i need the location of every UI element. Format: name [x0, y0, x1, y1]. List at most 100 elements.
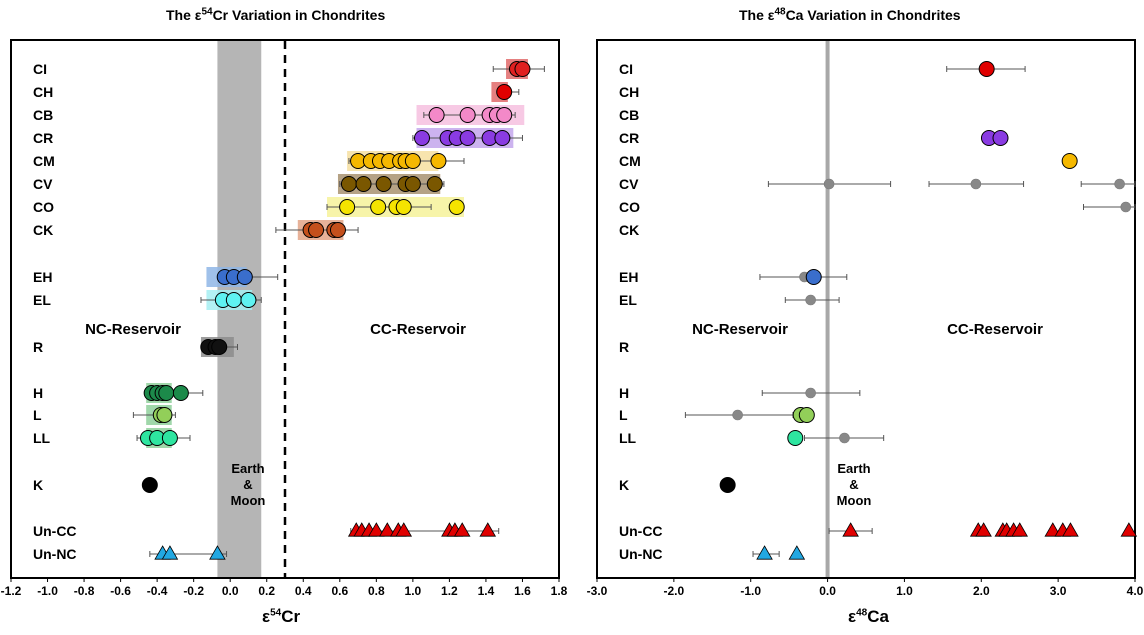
- right-x-axis-label: ε48Ca: [848, 607, 889, 626]
- left-row-label: EL: [33, 292, 51, 308]
- left-row-label: CB: [33, 107, 53, 123]
- left-data-point-circle: [355, 176, 372, 192]
- right-row-label: CI: [619, 61, 633, 77]
- left-data-point-circle: [308, 222, 325, 238]
- left-data-point-circle: [414, 130, 430, 146]
- left-x-tick-label: -1.0: [37, 584, 58, 598]
- left-row-label: CH: [33, 84, 53, 100]
- left-row-label: CI: [33, 61, 47, 77]
- left-data-point-circle: [404, 153, 421, 169]
- right-data-point-circle: [992, 130, 1009, 146]
- right-plot-frame: [596, 39, 1136, 579]
- left-data-point-triangle: [395, 522, 413, 537]
- left-data-point-circle: [496, 107, 513, 123]
- left-data-point-circle: [428, 107, 445, 123]
- left-x-tick-label: 1.0: [405, 584, 422, 598]
- right-x-tick-label: 0.0: [819, 584, 836, 598]
- right-data-point-dot: [1114, 178, 1125, 190]
- left-data-point-circle: [448, 199, 465, 215]
- right-x-tick-label: 3.0: [1050, 584, 1067, 598]
- right-data-point-triangle: [1044, 522, 1062, 537]
- right-data-point-circle: [798, 407, 815, 423]
- left-data-point-circle: [395, 199, 412, 215]
- left-x-tick-label: 1.6: [514, 584, 531, 598]
- left-data-point-circle: [514, 61, 531, 77]
- right-row-label: CR: [619, 130, 639, 146]
- right-data-point-triangle: [756, 545, 773, 560]
- left-row-label: Un-NC: [33, 546, 77, 562]
- right-data-point-circle: [805, 269, 822, 285]
- right-x-tick-label: -2.0: [664, 584, 685, 598]
- right-row-label: R: [619, 339, 629, 355]
- left-data-point-circle: [459, 130, 476, 146]
- left-data-point-circle: [430, 153, 447, 169]
- left-data-point-circle: [426, 176, 443, 192]
- left-row-label: H: [33, 385, 43, 401]
- right-row-label: EL: [619, 292, 637, 308]
- right-row-label: CO: [619, 199, 640, 215]
- left-row-label: Un-CC: [33, 523, 77, 539]
- left-row-label: CK: [33, 222, 53, 238]
- right-row-label: K: [619, 477, 629, 493]
- left-x-tick-label: 0.2: [258, 584, 275, 598]
- right-nc-reservoir-label: NC-Reservoir: [692, 321, 788, 338]
- right-earth-moon-label: &: [849, 477, 858, 492]
- right-row-label: LL: [619, 430, 637, 446]
- left-row-label: CV: [33, 176, 53, 192]
- left-row-label: K: [33, 477, 43, 493]
- left-x-tick-label: -0.4: [147, 584, 168, 598]
- left-x-tick-label: -0.6: [110, 584, 131, 598]
- left-x-tick-label: -0.8: [74, 584, 95, 598]
- left-row-label: R: [33, 339, 43, 355]
- left-x-tick-label: 1.2: [441, 584, 458, 598]
- right-row-label: CM: [619, 153, 641, 169]
- right-data-point-dot: [805, 294, 816, 306]
- right-data-point-circle: [978, 61, 995, 77]
- right-row-label: CV: [619, 176, 639, 192]
- left-data-point-circle: [370, 199, 387, 215]
- right-row-label: L: [619, 407, 628, 423]
- right-x-tick-label: -3.0: [587, 584, 608, 598]
- left-x-tick-label: -0.2: [183, 584, 204, 598]
- left-x-tick-label: 0.6: [331, 584, 348, 598]
- left-data-point-circle: [240, 292, 257, 308]
- left-row-label: LL: [33, 430, 51, 446]
- right-row-label: CK: [619, 222, 639, 238]
- right-data-point-triangle: [1011, 522, 1029, 537]
- right-data-point-dot: [970, 178, 982, 190]
- left-data-point-circle: [329, 222, 346, 238]
- left-data-point-triangle: [161, 545, 179, 560]
- right-row-label: Un-CC: [619, 523, 663, 539]
- left-x-tick-label: 0.0: [222, 584, 239, 598]
- left-data-point-triangle: [479, 522, 497, 537]
- left-row-label: EH: [33, 269, 52, 285]
- left-data-point-circle: [156, 407, 173, 423]
- right-cc-reservoir-label: CC-Reservoir: [947, 321, 1043, 338]
- left-data-point-circle: [236, 269, 253, 285]
- left-data-point-circle: [225, 292, 242, 308]
- right-chart-title: The ε48Ca Variation in Chondrites: [739, 6, 961, 23]
- right-data-point-circle: [1061, 153, 1078, 169]
- right-data-point-dot: [823, 178, 835, 190]
- left-row-label: CR: [33, 130, 53, 146]
- right-row-label: H: [619, 385, 629, 401]
- left-data-point-circle: [161, 430, 178, 446]
- left-data-point-circle: [375, 176, 392, 192]
- right-data-point-circle: [719, 477, 736, 493]
- right-earth-moon-label: Earth: [837, 461, 870, 476]
- left-data-point-triangle: [453, 522, 471, 537]
- right-data-point-triangle: [1120, 522, 1138, 537]
- left-data-point-circle: [494, 130, 511, 146]
- left-data-point-circle: [340, 176, 357, 192]
- right-data-point-dot: [1120, 201, 1132, 213]
- right-data-point-triangle: [1062, 522, 1079, 537]
- left-row-label: CO: [33, 199, 54, 215]
- left-data-point-circle: [141, 477, 158, 493]
- right-x-tick-label: 4.0: [1127, 584, 1144, 598]
- right-data-point-triangle: [842, 522, 859, 537]
- left-x-tick-label: 0.8: [368, 584, 385, 598]
- left-data-point-circle: [172, 385, 189, 401]
- left-row-label: CM: [33, 153, 55, 169]
- right-data-point-triangle: [975, 522, 992, 537]
